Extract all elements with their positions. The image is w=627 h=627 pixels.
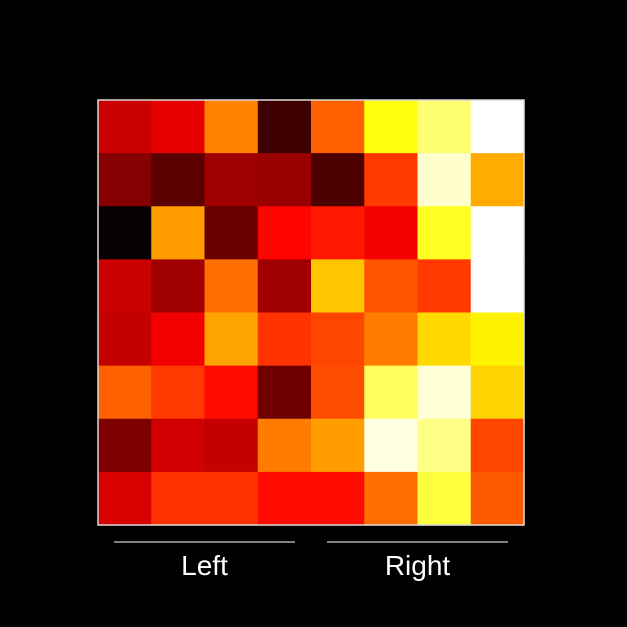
heatmap-cell-r3-c5 <box>364 259 419 314</box>
heatmap-cell-r6-c2 <box>204 418 259 473</box>
heatmap-cell-r6-c6 <box>417 418 472 473</box>
heatmap-cell-r0-c6 <box>417 100 472 154</box>
heatmap-cell-r7-c3 <box>257 471 312 526</box>
heatmap-cell-r4-c3 <box>257 312 312 367</box>
heatmap-cell-r2-c0 <box>98 206 152 260</box>
heatmap-cell-r5-c6 <box>417 365 472 420</box>
heatmap-cell-r2-c2 <box>204 206 259 260</box>
heatmap-cell-r2-c4 <box>311 206 365 260</box>
heatmap-cell-r4-c7 <box>470 312 525 367</box>
heatmap-cell-r0-c4 <box>311 100 365 154</box>
heatmap-cell-r1-c0 <box>98 153 152 207</box>
heatmap-cell-r4-c1 <box>151 312 206 367</box>
heatmap-cell-r3-c1 <box>151 259 206 314</box>
heatmap-cell-r3-c2 <box>204 259 259 314</box>
heatmap-cell-r1-c2 <box>204 153 259 207</box>
heatmap-cell-r1-c7 <box>470 153 525 207</box>
heatmap-cell-r6-c3 <box>257 418 312 473</box>
heatmap-cell-r2-c1 <box>151 206 206 260</box>
heatmap-cell-r1-c1 <box>151 153 206 207</box>
heatmap-cell-r3-c7 <box>470 259 525 314</box>
heatmap-cell-r7-c5 <box>364 471 419 526</box>
heatmap-cell-r0-c1 <box>151 100 206 154</box>
heatmap-cell-r2-c7 <box>470 206 525 260</box>
heatmap-cell-r6-c1 <box>151 418 206 473</box>
group-label-right: Right <box>385 550 451 581</box>
heatmap-cell-r1-c3 <box>257 153 312 207</box>
heatmap-cell-r4-c4 <box>311 312 365 367</box>
heatmap-cell-r4-c0 <box>98 312 152 367</box>
heatmap-cell-r5-c2 <box>204 365 259 420</box>
heatmap-frame <box>97 99 525 526</box>
heatmap-cell-r2-c5 <box>364 206 419 260</box>
group-label-left: Left <box>181 550 228 581</box>
heatmap-cell-r5-c7 <box>470 365 525 420</box>
heatmap-cell-r7-c0 <box>98 471 152 526</box>
heatmap-cell-r3-c0 <box>98 259 152 314</box>
heatmap-cell-r1-c5 <box>364 153 419 207</box>
heatmap-cell-r7-c6 <box>417 471 472 526</box>
heatmap-cell-r2-c3 <box>257 206 312 260</box>
heatmap-cell-r5-c0 <box>98 365 152 420</box>
heatmap-cell-r7-c2 <box>204 471 259 526</box>
heatmap-cell-r7-c1 <box>151 471 206 526</box>
heatmap-cell-r5-c4 <box>311 365 365 420</box>
heatmap-cell-r6-c0 <box>98 418 152 473</box>
heatmap-cell-r4-c2 <box>204 312 259 367</box>
heatmap-cell-r3-c4 <box>311 259 365 314</box>
heatmap-cell-r4-c5 <box>364 312 419 367</box>
heatmap-cell-r1-c4 <box>311 153 365 207</box>
heatmap-cell-r7-c7 <box>470 471 525 526</box>
heatmap-cells <box>98 100 525 526</box>
heatmap-cell-r6-c7 <box>470 418 525 473</box>
heatmap-cell-r0-c2 <box>204 100 259 154</box>
heatmap-cell-r5-c1 <box>151 365 206 420</box>
heatmap-cell-r0-c0 <box>98 100 152 154</box>
group-labels: Left Right <box>181 550 450 581</box>
heatmap-cell-r0-c7 <box>470 100 525 154</box>
heatmap-cell-r5-c3 <box>257 365 312 420</box>
heatmap-cell-r3-c6 <box>417 259 472 314</box>
heatmap-cell-r0-c3 <box>257 100 312 154</box>
heatmap-cell-r2-c6 <box>417 206 472 260</box>
heatmap-cell-r3-c3 <box>257 259 312 314</box>
heatmap-cell-r5-c5 <box>364 365 419 420</box>
heatmap-cell-r6-c5 <box>364 418 419 473</box>
heatmap-cell-r7-c4 <box>311 471 365 526</box>
heatmap-cell-r0-c5 <box>364 100 419 154</box>
heatmap-cell-r6-c4 <box>311 418 365 473</box>
heatmap-cell-r1-c6 <box>417 153 472 207</box>
heatmap-cell-r4-c6 <box>417 312 472 367</box>
